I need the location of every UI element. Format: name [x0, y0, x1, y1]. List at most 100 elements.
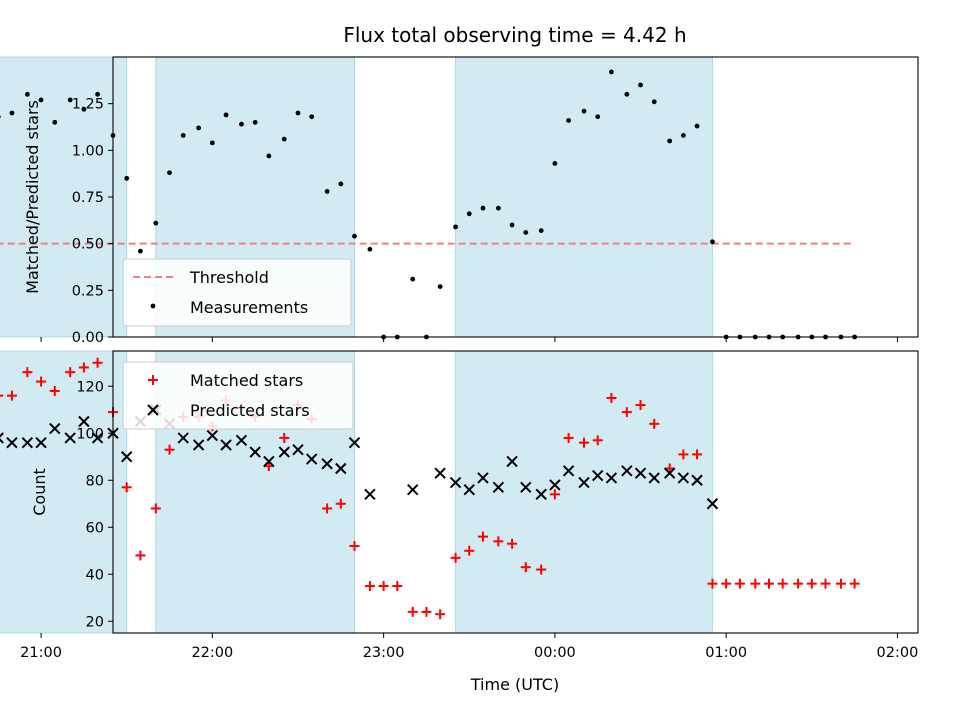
- panel-counts: 19:0020:0021:0022:0023:0000:0001:0002:00…: [0, 350, 919, 694]
- matched-star-point: [520, 562, 531, 573]
- predicted-star-point: [49, 422, 61, 435]
- legend-plus-marker: [148, 375, 158, 385]
- measurement-point: [167, 170, 172, 176]
- matched-star-point: [121, 482, 132, 493]
- matched-star-point: [6, 390, 17, 401]
- predicted-star-point: [348, 436, 361, 449]
- predicted-star-point: [634, 467, 647, 479]
- y-tick-label: 40: [86, 567, 104, 583]
- measurement-point: [509, 222, 515, 228]
- x-tick-label: 22:00: [191, 645, 233, 661]
- legend-top: Threshold Measurements: [122, 258, 352, 327]
- shaded-intervals: [0, 56, 713, 338]
- x-axis-label: Time (UTC): [470, 675, 559, 694]
- predicted-star-point: [477, 472, 489, 484]
- matched-star-point: [750, 578, 761, 589]
- measurement-point: [552, 161, 558, 166]
- measurement-point: [495, 205, 501, 211]
- measurement-point: [367, 246, 373, 252]
- matched-star-point: [549, 489, 560, 500]
- measurement-point: [24, 91, 30, 97]
- y-axis-ticks-bottom: 20 40 60 80 100 120: [76, 379, 113, 630]
- y-tick-label: 0.25: [72, 283, 104, 299]
- x-tick-label: 23:00: [363, 645, 405, 661]
- measurement-point: [538, 228, 544, 234]
- measurement-point: [338, 181, 344, 187]
- matched-star-point: [135, 550, 146, 561]
- predicted-star-point: [463, 483, 475, 496]
- measurement-point: [680, 133, 686, 138]
- predicted-star-point: [677, 472, 690, 484]
- measurement-point: [239, 121, 244, 127]
- matched-star-point: [150, 503, 161, 514]
- matched-star-point: [793, 578, 804, 589]
- y-tick-label: 1.00: [72, 143, 104, 159]
- predicted-star-point: [407, 483, 419, 496]
- x-tick-label: 21:00: [20, 645, 62, 661]
- matched-star-point: [364, 581, 375, 591]
- matched-star-point: [407, 606, 418, 617]
- matched-star-point: [536, 564, 547, 575]
- measurement-point: [710, 239, 715, 245]
- predicted-star-point: [177, 432, 189, 444]
- x-tick-label: 01:00: [705, 645, 747, 661]
- measurement-point: [153, 220, 159, 226]
- y-tick-label: 0.00: [72, 330, 104, 346]
- matched-star-point: [421, 606, 432, 617]
- measurement-point: [9, 110, 15, 116]
- measurement-point: [81, 106, 87, 112]
- predicted-star-point: [321, 458, 333, 470]
- measurement-point: [651, 99, 657, 105]
- predicted-star-point: [78, 415, 90, 428]
- measurement-point: [581, 108, 587, 114]
- matched-star-point: [349, 541, 360, 552]
- legend-measurements-label: Measurements: [190, 298, 308, 317]
- matched-star-point: [378, 581, 389, 591]
- measurement-point: [252, 119, 258, 125]
- predicted-star-point: [21, 436, 34, 449]
- y-axis-label-bottom: Count: [30, 468, 49, 516]
- matched-star-point: [563, 432, 574, 443]
- matched-star-point: [507, 538, 518, 549]
- measurement-point: [0, 115, 1, 119]
- measurement-point: [667, 138, 673, 144]
- matched-star-point: [0, 394, 4, 397]
- y-tick-label: 120: [76, 379, 104, 395]
- measurement-point: [410, 276, 416, 282]
- predicted-star-point: [691, 474, 703, 486]
- predicted-star-point: [192, 439, 205, 451]
- predicted-star-point: [335, 462, 347, 475]
- matched-star-point: [763, 578, 774, 589]
- matched-star-point: [592, 435, 603, 446]
- measurement-point: [453, 224, 458, 230]
- predicted-star-point: [64, 432, 76, 444]
- predicted-star-point: [206, 429, 219, 442]
- measurement-point: [624, 91, 630, 97]
- matched-star-point: [678, 449, 689, 460]
- predicted-star-point: [263, 455, 275, 468]
- shaded-interval-2: [455, 56, 713, 338]
- predicted-star-point: [292, 443, 304, 456]
- predicted-star-point: [578, 476, 590, 489]
- legend-predicted-swatch: [147, 404, 159, 416]
- predicted-star-point: [35, 436, 47, 449]
- predicted-star-point: [434, 467, 446, 479]
- predicted-star-point: [249, 446, 261, 458]
- measurement-point: [95, 91, 100, 97]
- legend-matched-swatch: [148, 375, 158, 385]
- matched-star-point: [835, 578, 846, 589]
- shaded-interval-2: [455, 350, 713, 634]
- matched-star-point: [279, 432, 290, 443]
- measurement-point: [67, 97, 73, 103]
- chart-title: Flux total observing time = 4.42 h: [343, 23, 686, 47]
- predicted-star-point: [506, 455, 518, 468]
- y-tick-label: 0.75: [72, 190, 104, 206]
- predicted-star-point: [235, 434, 248, 447]
- measurement-point: [480, 205, 486, 211]
- matched-star-point: [635, 400, 646, 411]
- predicted-star-point: [706, 498, 719, 510]
- matched-star-point: [820, 578, 831, 589]
- matched-star-point: [164, 444, 175, 455]
- legend-cross-marker: [147, 404, 159, 416]
